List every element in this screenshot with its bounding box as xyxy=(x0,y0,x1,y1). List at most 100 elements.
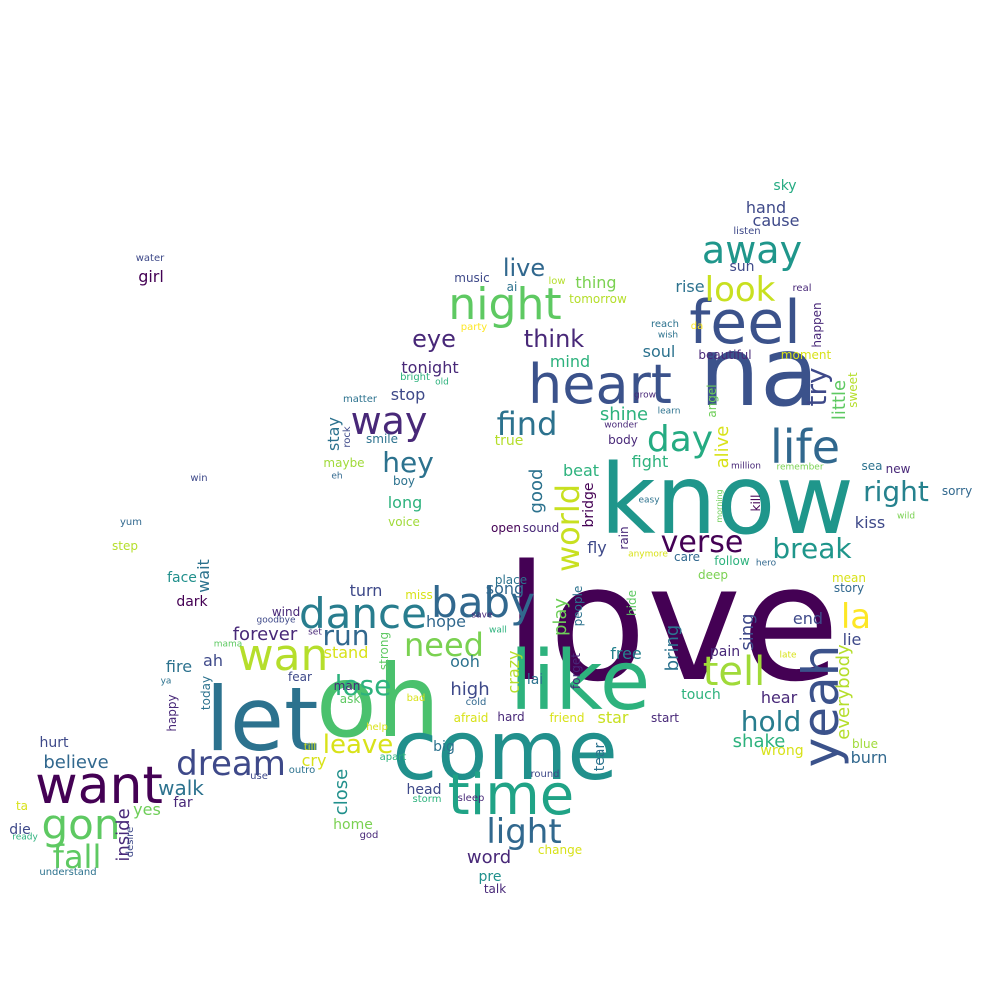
word-walk: walk xyxy=(158,776,204,800)
word-anymore: anymore xyxy=(628,549,668,560)
word-fight: fight xyxy=(631,452,669,471)
word-rain: rain xyxy=(617,526,631,550)
word-kiss: kiss xyxy=(854,513,886,532)
word-run: run xyxy=(322,619,370,652)
word-cold: cold xyxy=(465,697,487,708)
word-yum: yum xyxy=(120,517,142,528)
word-light: light xyxy=(486,812,562,852)
word-till: till xyxy=(303,742,317,753)
word-reach: reach xyxy=(650,319,680,330)
word-dream: dream xyxy=(176,744,286,784)
word-old: old xyxy=(435,377,449,388)
word-baby: baby xyxy=(431,578,535,627)
word-close: close xyxy=(331,768,352,816)
word-water: water xyxy=(135,253,165,264)
word-girl: girl xyxy=(138,267,164,286)
word-far: far xyxy=(173,795,193,811)
word-apart: apart xyxy=(379,752,407,763)
word-ready: ready xyxy=(12,832,38,843)
word-way: way xyxy=(350,399,428,443)
word-live: live xyxy=(502,254,546,282)
word-morning: morning xyxy=(715,489,724,523)
word-find: find xyxy=(496,405,558,443)
word-know: know xyxy=(600,444,854,556)
word-play: play xyxy=(550,597,571,637)
word-end: end xyxy=(792,609,824,628)
word-sorry: sorry xyxy=(941,484,973,498)
word-sea: sea xyxy=(861,459,883,473)
word-word: word xyxy=(466,847,512,868)
word-real: real xyxy=(792,283,812,294)
word-sky: sky xyxy=(773,178,797,194)
word-song: song xyxy=(485,579,525,598)
word-hurt: hurt xyxy=(39,735,69,751)
word-da: da xyxy=(690,321,704,332)
word-hey: hey xyxy=(382,446,434,479)
word-ta: ta xyxy=(15,799,29,813)
word-grow: grow xyxy=(633,390,657,401)
word-good: good xyxy=(526,468,547,514)
word-maybe: maybe xyxy=(323,456,365,470)
word-high: high xyxy=(450,679,490,700)
word-break: break xyxy=(772,532,852,565)
word-step: step xyxy=(112,539,138,553)
word-mama: mama xyxy=(213,639,243,650)
word-listen: listen xyxy=(733,226,761,237)
word-fear: fear xyxy=(288,670,312,684)
word-moment: moment xyxy=(780,348,832,362)
word-lie: lie xyxy=(842,630,862,649)
word-right: right xyxy=(863,475,929,508)
word-na: na xyxy=(699,316,819,428)
word-late: late xyxy=(779,650,797,661)
word-gon: gon xyxy=(41,800,121,849)
word-touch: touch xyxy=(681,687,721,703)
word-rock: rock xyxy=(342,426,353,448)
word-hold: hold xyxy=(740,705,802,738)
word-leave: leave xyxy=(322,730,394,760)
word-deep: deep xyxy=(698,568,728,582)
word-life: life xyxy=(769,420,841,474)
word-mean: mean xyxy=(831,571,867,585)
word-long: long xyxy=(387,493,423,512)
word-remember: remember xyxy=(776,462,824,473)
word-look: look xyxy=(704,270,776,310)
word-bring: bring xyxy=(662,624,683,672)
word-care: care xyxy=(673,550,701,564)
word-fall: fall xyxy=(52,838,102,876)
word-crazy: crazy xyxy=(504,650,523,694)
word-storm: storm xyxy=(412,794,442,805)
word-come: come xyxy=(392,704,618,799)
word-mind: mind xyxy=(549,352,591,371)
word-big: big xyxy=(433,739,455,755)
word-away: away xyxy=(701,228,803,272)
word-people: people xyxy=(571,585,585,627)
word-head: head xyxy=(406,782,442,798)
word-bridge: bridge xyxy=(581,482,597,528)
word-home: home xyxy=(333,817,373,833)
word-heart: heart xyxy=(528,353,672,416)
word-dark: dark xyxy=(176,594,208,610)
word-boy: boy xyxy=(392,474,416,488)
word-happen: happen xyxy=(810,302,824,348)
word-kill: kill xyxy=(749,494,763,512)
word-need: need xyxy=(404,626,484,664)
word-goodbye: goodbye xyxy=(256,615,296,626)
word-free: free xyxy=(610,644,642,663)
word-change: change xyxy=(537,843,583,857)
word-hand: hand xyxy=(745,198,787,217)
word-round: round xyxy=(530,769,560,780)
word-day: day xyxy=(646,419,714,460)
word-stay: stay xyxy=(324,417,343,451)
word-night: night xyxy=(448,279,562,330)
word-angel: angel xyxy=(705,384,719,418)
word-hope: hope xyxy=(426,612,466,631)
word-wish: wish xyxy=(657,330,679,341)
word-alive: alive xyxy=(712,425,733,469)
word-place: place xyxy=(494,573,528,587)
word-beat: beat xyxy=(562,461,600,480)
word-smile: smile xyxy=(366,432,398,446)
word-talk: talk xyxy=(483,882,507,896)
word-outro: outro xyxy=(288,765,316,776)
word-cause: cause xyxy=(752,211,800,230)
